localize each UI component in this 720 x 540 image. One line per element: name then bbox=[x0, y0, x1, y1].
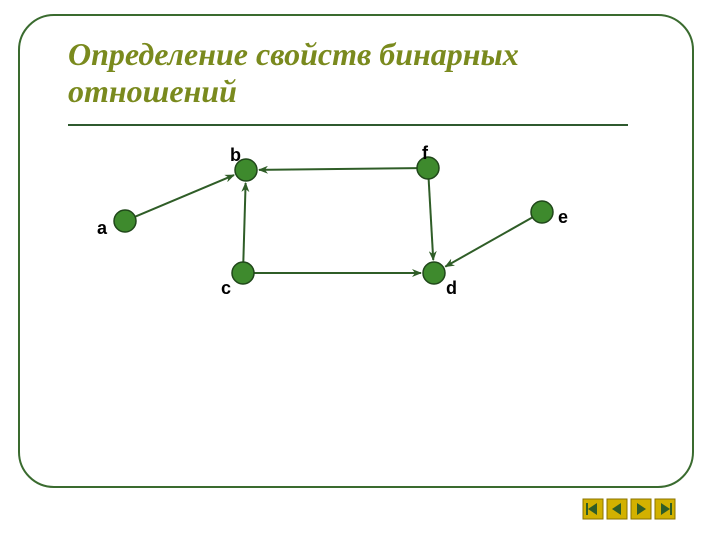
edge-a-b bbox=[135, 175, 234, 217]
nav-prev-button[interactable] bbox=[606, 498, 628, 520]
node-label-c: c bbox=[221, 278, 231, 299]
nav-prev-icon bbox=[606, 498, 628, 520]
node-a bbox=[114, 210, 136, 232]
node-label-b: b bbox=[230, 145, 241, 166]
node-label-d: d bbox=[446, 278, 457, 299]
nav-next-icon bbox=[630, 498, 652, 520]
edge-e-d bbox=[445, 217, 532, 266]
node-c bbox=[232, 262, 254, 284]
node-f bbox=[417, 157, 439, 179]
nav-next-button[interactable] bbox=[630, 498, 652, 520]
nav-last-button[interactable] bbox=[654, 498, 676, 520]
node-d bbox=[423, 262, 445, 284]
nav-first-button[interactable] bbox=[582, 498, 604, 520]
nav-buttons bbox=[582, 498, 676, 520]
edge-c-b bbox=[243, 183, 245, 262]
node-label-a: a bbox=[97, 218, 107, 239]
nav-first-icon bbox=[582, 498, 604, 520]
nav-last-icon bbox=[654, 498, 676, 520]
node-label-e: e bbox=[558, 207, 568, 228]
graph-diagram bbox=[0, 0, 720, 540]
edge-f-b bbox=[259, 168, 417, 170]
edge-f-d bbox=[429, 179, 434, 260]
node-e bbox=[531, 201, 553, 223]
node-label-f: f bbox=[422, 143, 428, 164]
